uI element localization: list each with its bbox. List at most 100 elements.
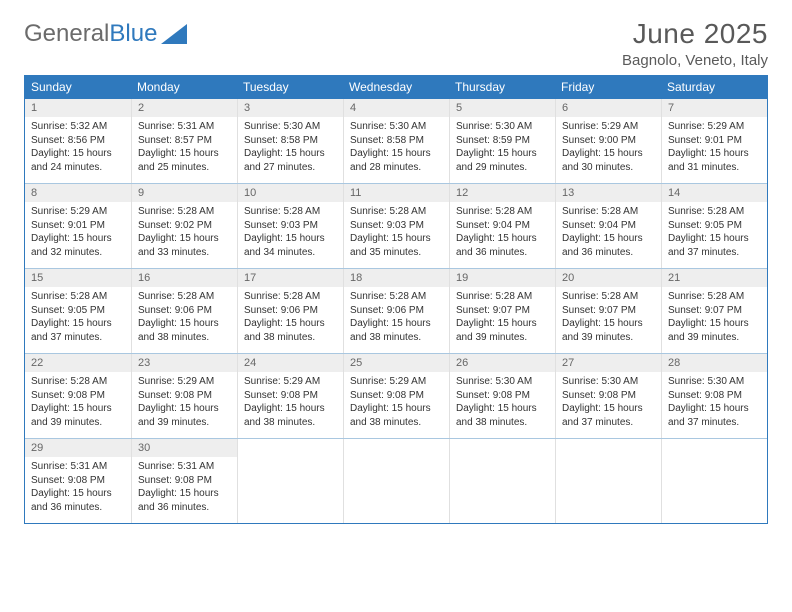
day-cell: 21Sunrise: 5:28 AMSunset: 9:07 PMDayligh… — [661, 269, 767, 353]
sunset-line: Sunset: 9:06 PM — [244, 304, 337, 318]
header: GeneralBlue June 2025 Bagnolo, Veneto, I… — [24, 18, 768, 69]
sunset-line: Sunset: 9:06 PM — [350, 304, 443, 318]
day-info: Sunrise: 5:30 AMSunset: 9:08 PMDaylight:… — [450, 372, 555, 435]
day-number: 18 — [344, 269, 449, 287]
daylight-line: Daylight: 15 hours and 31 minutes. — [668, 147, 761, 174]
day-cell: 6Sunrise: 5:29 AMSunset: 9:00 PMDaylight… — [555, 99, 661, 183]
sunrise-line: Sunrise: 5:29 AM — [668, 120, 761, 134]
day-info: Sunrise: 5:31 AMSunset: 9:08 PMDaylight:… — [132, 457, 237, 520]
day-header: Thursday — [449, 75, 555, 99]
sunrise-line: Sunrise: 5:28 AM — [668, 290, 761, 304]
day-info: Sunrise: 5:28 AMSunset: 9:05 PMDaylight:… — [662, 202, 767, 265]
daylight-line: Daylight: 15 hours and 39 minutes. — [456, 317, 549, 344]
day-info: Sunrise: 5:28 AMSunset: 9:07 PMDaylight:… — [450, 287, 555, 350]
daylight-line: Daylight: 15 hours and 29 minutes. — [456, 147, 549, 174]
sunset-line: Sunset: 8:56 PM — [31, 134, 125, 148]
sunrise-line: Sunrise: 5:30 AM — [244, 120, 337, 134]
sunrise-line: Sunrise: 5:29 AM — [31, 205, 125, 219]
day-number: 23 — [132, 354, 237, 372]
daylight-line: Daylight: 15 hours and 37 minutes. — [31, 317, 125, 344]
daylight-line: Daylight: 15 hours and 28 minutes. — [350, 147, 443, 174]
day-number: 30 — [132, 439, 237, 457]
day-cell: 5Sunrise: 5:30 AMSunset: 8:59 PMDaylight… — [449, 99, 555, 183]
day-number: 16 — [132, 269, 237, 287]
day-header-row: Sunday Monday Tuesday Wednesday Thursday… — [25, 75, 767, 99]
day-info: Sunrise: 5:30 AMSunset: 9:08 PMDaylight:… — [662, 372, 767, 435]
daylight-line: Daylight: 15 hours and 39 minutes. — [138, 402, 231, 429]
daylight-line: Daylight: 15 hours and 39 minutes. — [562, 317, 655, 344]
weeks-container: 1Sunrise: 5:32 AMSunset: 8:56 PMDaylight… — [25, 99, 767, 523]
daylight-line: Daylight: 15 hours and 39 minutes. — [668, 317, 761, 344]
daylight-line: Daylight: 15 hours and 34 minutes. — [244, 232, 337, 259]
day-info: Sunrise: 5:30 AMSunset: 9:08 PMDaylight:… — [556, 372, 661, 435]
sunrise-line: Sunrise: 5:31 AM — [31, 460, 125, 474]
daylight-line: Daylight: 15 hours and 36 minutes. — [138, 487, 231, 514]
sunrise-line: Sunrise: 5:28 AM — [562, 205, 655, 219]
sunset-line: Sunset: 9:08 PM — [138, 474, 231, 488]
daylight-line: Daylight: 15 hours and 38 minutes. — [350, 317, 443, 344]
sunset-line: Sunset: 9:04 PM — [562, 219, 655, 233]
day-header: Saturday — [661, 75, 767, 99]
day-cell: 7Sunrise: 5:29 AMSunset: 9:01 PMDaylight… — [661, 99, 767, 183]
day-cell: 1Sunrise: 5:32 AMSunset: 8:56 PMDaylight… — [25, 99, 131, 183]
calendar-grid: Sunday Monday Tuesday Wednesday Thursday… — [24, 75, 768, 524]
sunset-line: Sunset: 8:58 PM — [244, 134, 337, 148]
page-title: June 2025 — [622, 18, 768, 50]
day-number: 6 — [556, 99, 661, 117]
sunrise-line: Sunrise: 5:30 AM — [456, 375, 549, 389]
sunset-line: Sunset: 9:08 PM — [456, 389, 549, 403]
day-info: Sunrise: 5:29 AMSunset: 9:01 PMDaylight:… — [662, 117, 767, 180]
day-number: 19 — [450, 269, 555, 287]
daylight-line: Daylight: 15 hours and 27 minutes. — [244, 147, 337, 174]
daylight-line: Daylight: 15 hours and 36 minutes. — [456, 232, 549, 259]
day-number: 5 — [450, 99, 555, 117]
day-number: 8 — [25, 184, 131, 202]
day-info: Sunrise: 5:29 AMSunset: 9:01 PMDaylight:… — [25, 202, 131, 265]
day-number: 26 — [450, 354, 555, 372]
day-number: 24 — [238, 354, 343, 372]
day-info: Sunrise: 5:28 AMSunset: 9:03 PMDaylight:… — [238, 202, 343, 265]
day-info: Sunrise: 5:31 AMSunset: 9:08 PMDaylight:… — [25, 457, 131, 520]
sunset-line: Sunset: 8:57 PM — [138, 134, 231, 148]
day-cell: 22Sunrise: 5:28 AMSunset: 9:08 PMDayligh… — [25, 354, 131, 438]
week-row: 15Sunrise: 5:28 AMSunset: 9:05 PMDayligh… — [25, 268, 767, 353]
sunrise-line: Sunrise: 5:29 AM — [138, 375, 231, 389]
empty-cell — [343, 439, 449, 523]
week-row: 1Sunrise: 5:32 AMSunset: 8:56 PMDaylight… — [25, 99, 767, 183]
sunrise-line: Sunrise: 5:32 AM — [31, 120, 125, 134]
empty-cell — [661, 439, 767, 523]
sunset-line: Sunset: 9:03 PM — [244, 219, 337, 233]
day-cell: 27Sunrise: 5:30 AMSunset: 9:08 PMDayligh… — [555, 354, 661, 438]
day-number: 20 — [556, 269, 661, 287]
sunrise-line: Sunrise: 5:28 AM — [244, 290, 337, 304]
logo-text-general: General — [24, 20, 109, 48]
daylight-line: Daylight: 15 hours and 32 minutes. — [31, 232, 125, 259]
day-info: Sunrise: 5:28 AMSunset: 9:07 PMDaylight:… — [556, 287, 661, 350]
sunset-line: Sunset: 9:05 PM — [668, 219, 761, 233]
day-cell: 30Sunrise: 5:31 AMSunset: 9:08 PMDayligh… — [131, 439, 237, 523]
day-info: Sunrise: 5:28 AMSunset: 9:04 PMDaylight:… — [450, 202, 555, 265]
empty-cell — [237, 439, 343, 523]
sunrise-line: Sunrise: 5:28 AM — [138, 205, 231, 219]
day-info: Sunrise: 5:29 AMSunset: 9:00 PMDaylight:… — [556, 117, 661, 180]
day-cell: 25Sunrise: 5:29 AMSunset: 9:08 PMDayligh… — [343, 354, 449, 438]
day-cell: 2Sunrise: 5:31 AMSunset: 8:57 PMDaylight… — [131, 99, 237, 183]
day-cell: 15Sunrise: 5:28 AMSunset: 9:05 PMDayligh… — [25, 269, 131, 353]
location-subtitle: Bagnolo, Veneto, Italy — [622, 52, 768, 69]
sunset-line: Sunset: 9:01 PM — [31, 219, 125, 233]
day-cell: 19Sunrise: 5:28 AMSunset: 9:07 PMDayligh… — [449, 269, 555, 353]
sunset-line: Sunset: 9:08 PM — [244, 389, 337, 403]
day-info: Sunrise: 5:28 AMSunset: 9:06 PMDaylight:… — [344, 287, 449, 350]
daylight-line: Daylight: 15 hours and 38 minutes. — [138, 317, 231, 344]
sunrise-line: Sunrise: 5:28 AM — [456, 290, 549, 304]
day-number: 21 — [662, 269, 767, 287]
day-cell: 8Sunrise: 5:29 AMSunset: 9:01 PMDaylight… — [25, 184, 131, 268]
day-info: Sunrise: 5:28 AMSunset: 9:05 PMDaylight:… — [25, 287, 131, 350]
day-number: 2 — [132, 99, 237, 117]
day-cell: 24Sunrise: 5:29 AMSunset: 9:08 PMDayligh… — [237, 354, 343, 438]
sunrise-line: Sunrise: 5:29 AM — [562, 120, 655, 134]
day-info: Sunrise: 5:29 AMSunset: 9:08 PMDaylight:… — [344, 372, 449, 435]
daylight-line: Daylight: 15 hours and 30 minutes. — [562, 147, 655, 174]
sunset-line: Sunset: 9:08 PM — [562, 389, 655, 403]
day-header: Friday — [555, 75, 661, 99]
